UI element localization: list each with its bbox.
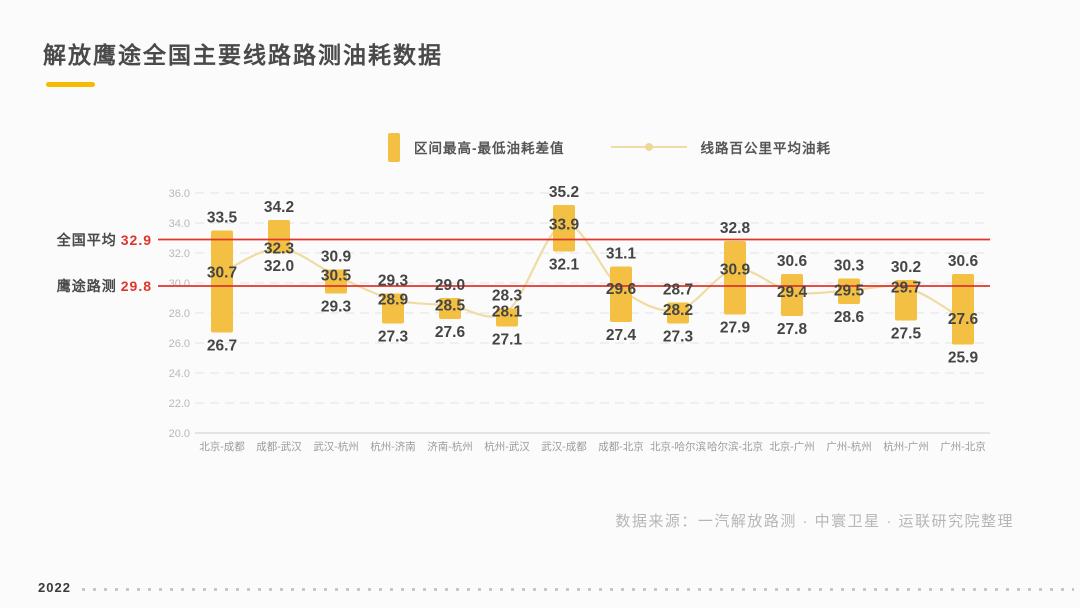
bar-low-value-label: 27.4 bbox=[606, 327, 637, 344]
x-axis-category-label: 杭州-武汉 bbox=[484, 440, 530, 453]
x-axis-category-label: 广州-北京 bbox=[940, 440, 986, 453]
reference-label-text: 全国平均 bbox=[56, 231, 117, 248]
range-bar bbox=[838, 278, 860, 304]
legend-bar-label: 区间最高-最低油耗差值 bbox=[414, 141, 565, 156]
bar-high-value-label: 29.3 bbox=[378, 273, 409, 290]
bar-low-value-label: 27.9 bbox=[720, 320, 751, 337]
range-bar bbox=[268, 220, 290, 253]
line-average-value-label: 29.7 bbox=[891, 280, 921, 297]
legend-bar-swatch bbox=[388, 132, 400, 162]
x-axis-category-label: 成都-武汉 bbox=[256, 440, 302, 453]
line-average-value-label: 28.5 bbox=[435, 298, 466, 315]
y-axis-tick-label: 34.0 bbox=[169, 218, 190, 230]
bar-high-value-label: 29.0 bbox=[435, 277, 465, 294]
range-bar bbox=[667, 302, 689, 324]
bar-low-value-label: 32.0 bbox=[264, 258, 294, 275]
reference-label-national-average: 全国平均 32.9 bbox=[0, 230, 152, 250]
y-axis-tick-label: 30.0 bbox=[169, 278, 190, 290]
bar-high-value-label: 28.7 bbox=[663, 282, 693, 299]
y-axis-tick-label: 22.0 bbox=[169, 398, 190, 410]
legend-line-label: 线路百公里平均油耗 bbox=[700, 141, 831, 156]
reference-value: 32.9 bbox=[120, 231, 152, 248]
line-average-value-label: 28.9 bbox=[378, 292, 409, 309]
x-axis-category-label: 武汉-杭州 bbox=[313, 440, 359, 453]
x-axis-category-label: 北京-成都 bbox=[199, 440, 245, 453]
bar-low-value-label: 27.8 bbox=[777, 321, 808, 338]
y-axis-tick-label: 20.0 bbox=[169, 428, 190, 440]
legend-line-swatch bbox=[610, 142, 687, 151]
bottom-dotted-divider bbox=[82, 588, 1074, 591]
reference-label-yingtu-test: 鹰途路测 29.8 bbox=[0, 276, 152, 296]
range-bar bbox=[724, 241, 746, 315]
bar-low-value-label: 27.6 bbox=[435, 324, 466, 341]
reference-label-text: 鹰途路测 bbox=[56, 278, 117, 294]
x-axis-category-label: 哈尔滨-北京 bbox=[707, 440, 763, 453]
bar-high-value-label: 30.3 bbox=[834, 258, 865, 275]
range-bar bbox=[952, 274, 974, 345]
x-axis-category-label: 成都-北京 bbox=[598, 440, 644, 453]
line-average-value-label: 28.1 bbox=[492, 304, 523, 321]
chart-legend: 区间最高-最低油耗差值 线路百公里平均油耗 bbox=[388, 132, 831, 162]
y-axis-tick-label: 26.0 bbox=[169, 338, 190, 350]
page-title: 解放鹰途全国主要线路路测油耗数据 bbox=[43, 42, 443, 68]
title-underline-accent bbox=[46, 82, 95, 87]
range-bar bbox=[439, 298, 461, 319]
year-label: 2022 bbox=[38, 580, 71, 595]
range-bar bbox=[325, 269, 347, 294]
bar-high-value-label: 35.2 bbox=[549, 184, 579, 201]
range-bar bbox=[211, 230, 233, 333]
bar-low-value-label: 27.1 bbox=[492, 332, 523, 349]
bar-high-value-label: 31.1 bbox=[606, 246, 637, 263]
y-axis-tick-label: 32.0 bbox=[169, 248, 190, 260]
x-axis-category-label: 北京-广州 bbox=[769, 440, 815, 453]
line-average-value-label: 30.7 bbox=[207, 265, 237, 282]
data-source-note: 数据来源：一汽解放路测 · 中寰卫星 · 运联研究院整理 bbox=[615, 513, 1014, 530]
bar-high-value-label: 34.2 bbox=[264, 199, 294, 216]
bar-low-value-label: 32.1 bbox=[549, 257, 580, 274]
line-average-value-label: 28.2 bbox=[663, 302, 693, 319]
bar-low-value-label: 25.9 bbox=[948, 350, 979, 367]
line-average-value-label: 30.5 bbox=[321, 268, 352, 285]
x-axis-category-label: 武汉-成都 bbox=[541, 440, 587, 453]
bar-high-value-label: 28.3 bbox=[492, 288, 523, 305]
x-axis-category-label: 杭州-济南 bbox=[370, 440, 416, 453]
y-axis-tick-label: 24.0 bbox=[169, 368, 190, 380]
x-axis-category-label: 杭州-广州 bbox=[883, 440, 929, 453]
line-average-value-label: 29.5 bbox=[834, 283, 865, 300]
range-bar bbox=[496, 308, 518, 327]
bar-low-value-label: 29.3 bbox=[321, 299, 352, 316]
line-average-value-label: 29.6 bbox=[606, 281, 637, 298]
bar-low-value-label: 28.6 bbox=[834, 309, 865, 326]
line-average-value-label: 29.4 bbox=[777, 284, 808, 301]
line-average-value-label: 33.9 bbox=[549, 217, 580, 234]
bar-high-value-label: 30.6 bbox=[777, 253, 808, 270]
bar-low-value-label: 27.5 bbox=[891, 326, 922, 343]
bar-high-value-label: 30.6 bbox=[948, 253, 979, 270]
line-average-value-label: 27.6 bbox=[948, 311, 979, 328]
bar-high-value-label: 32.8 bbox=[720, 220, 751, 237]
bar-high-value-label: 30.2 bbox=[891, 259, 921, 276]
bar-high-value-label: 30.9 bbox=[321, 249, 352, 266]
line-average-value-label: 30.9 bbox=[720, 262, 751, 279]
x-axis-category-label: 广州-杭州 bbox=[826, 440, 872, 453]
y-axis-tick-label: 28.0 bbox=[169, 308, 190, 320]
x-axis-category-label: 济南-杭州 bbox=[427, 440, 473, 453]
x-axis-category-label: 北京-哈尔滨 bbox=[650, 440, 706, 453]
bar-low-value-label: 26.7 bbox=[207, 338, 237, 355]
reference-value: 29.8 bbox=[120, 278, 152, 294]
bar-high-value-label: 33.5 bbox=[207, 210, 238, 227]
range-bar bbox=[610, 266, 632, 322]
y-axis-tick-label: 36.0 bbox=[169, 188, 190, 200]
range-bar bbox=[382, 293, 404, 324]
legend-line-dot-icon bbox=[644, 142, 653, 151]
line-average-value-label: 32.3 bbox=[264, 241, 295, 258]
bar-low-value-label: 27.3 bbox=[378, 329, 409, 346]
range-bar bbox=[781, 274, 803, 316]
bar-low-value-label: 27.3 bbox=[663, 329, 694, 346]
range-bar bbox=[895, 280, 917, 321]
